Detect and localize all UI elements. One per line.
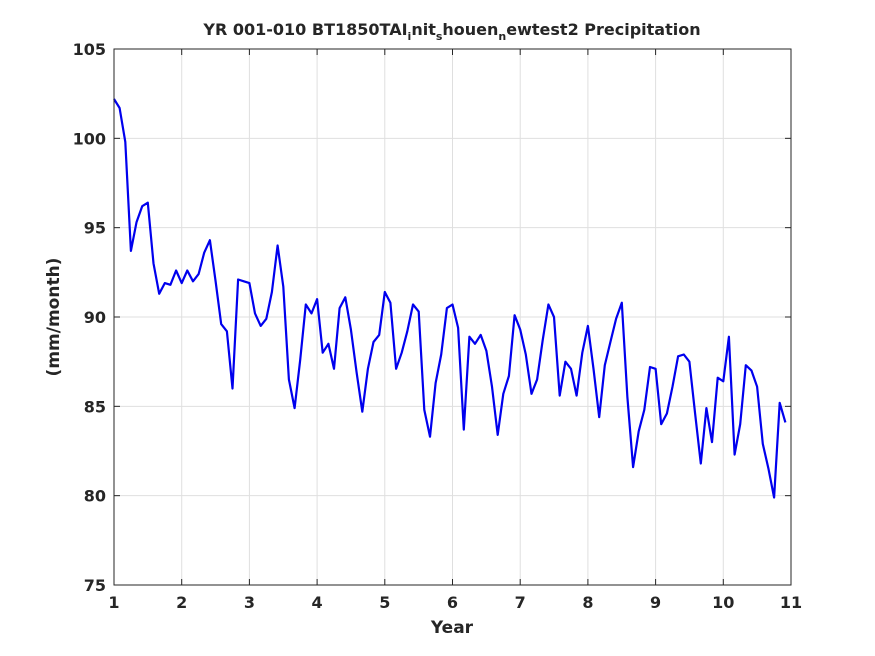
title-part: YR 001-010 BT1850TAI xyxy=(202,20,407,39)
x-tick-label: 9 xyxy=(650,593,661,612)
title-part: nit xyxy=(411,20,436,39)
chart-title: YR 001-010 BT1850TAIinitshouennewtest2 P… xyxy=(202,20,700,43)
grid xyxy=(114,49,791,585)
plot-frame xyxy=(113,48,792,586)
x-tick-label: 11 xyxy=(780,593,802,612)
title-subscript: n xyxy=(498,30,506,43)
y-tick-label: 75 xyxy=(84,576,106,595)
x-axis-label: Year xyxy=(430,618,474,638)
x-tick-label: 1 xyxy=(108,593,119,612)
title-subscript: s xyxy=(436,30,443,43)
y-tick-label: 85 xyxy=(84,397,106,416)
y-tick-label: 105 xyxy=(73,40,106,59)
x-tick-label: 5 xyxy=(379,593,390,612)
y-tick-label: 80 xyxy=(84,487,106,506)
y-tick-label: 95 xyxy=(84,219,106,238)
title-subscript: i xyxy=(408,30,412,43)
precipitation-line xyxy=(113,98,787,499)
x-tick-label: 10 xyxy=(712,593,734,612)
y-axis-label: (mm/month) xyxy=(44,258,64,377)
x-tick-label: 4 xyxy=(312,593,323,612)
y-tick-label: 90 xyxy=(84,308,106,327)
x-tick-label: 2 xyxy=(176,593,187,612)
x-tick-label: 3 xyxy=(244,593,255,612)
title-part: ewtest2 Precipitation xyxy=(506,20,700,39)
title-part: houen xyxy=(442,20,498,39)
y-tick-label: 100 xyxy=(73,129,106,148)
x-tick-label: 7 xyxy=(515,593,526,612)
x-tick-label: 8 xyxy=(582,593,593,612)
x-tick-label: 6 xyxy=(447,593,458,612)
ticks: 1 2 3 4 5 6 7 8 9 10 11 75 80 85 90 95 100 105 xyxy=(73,40,803,612)
